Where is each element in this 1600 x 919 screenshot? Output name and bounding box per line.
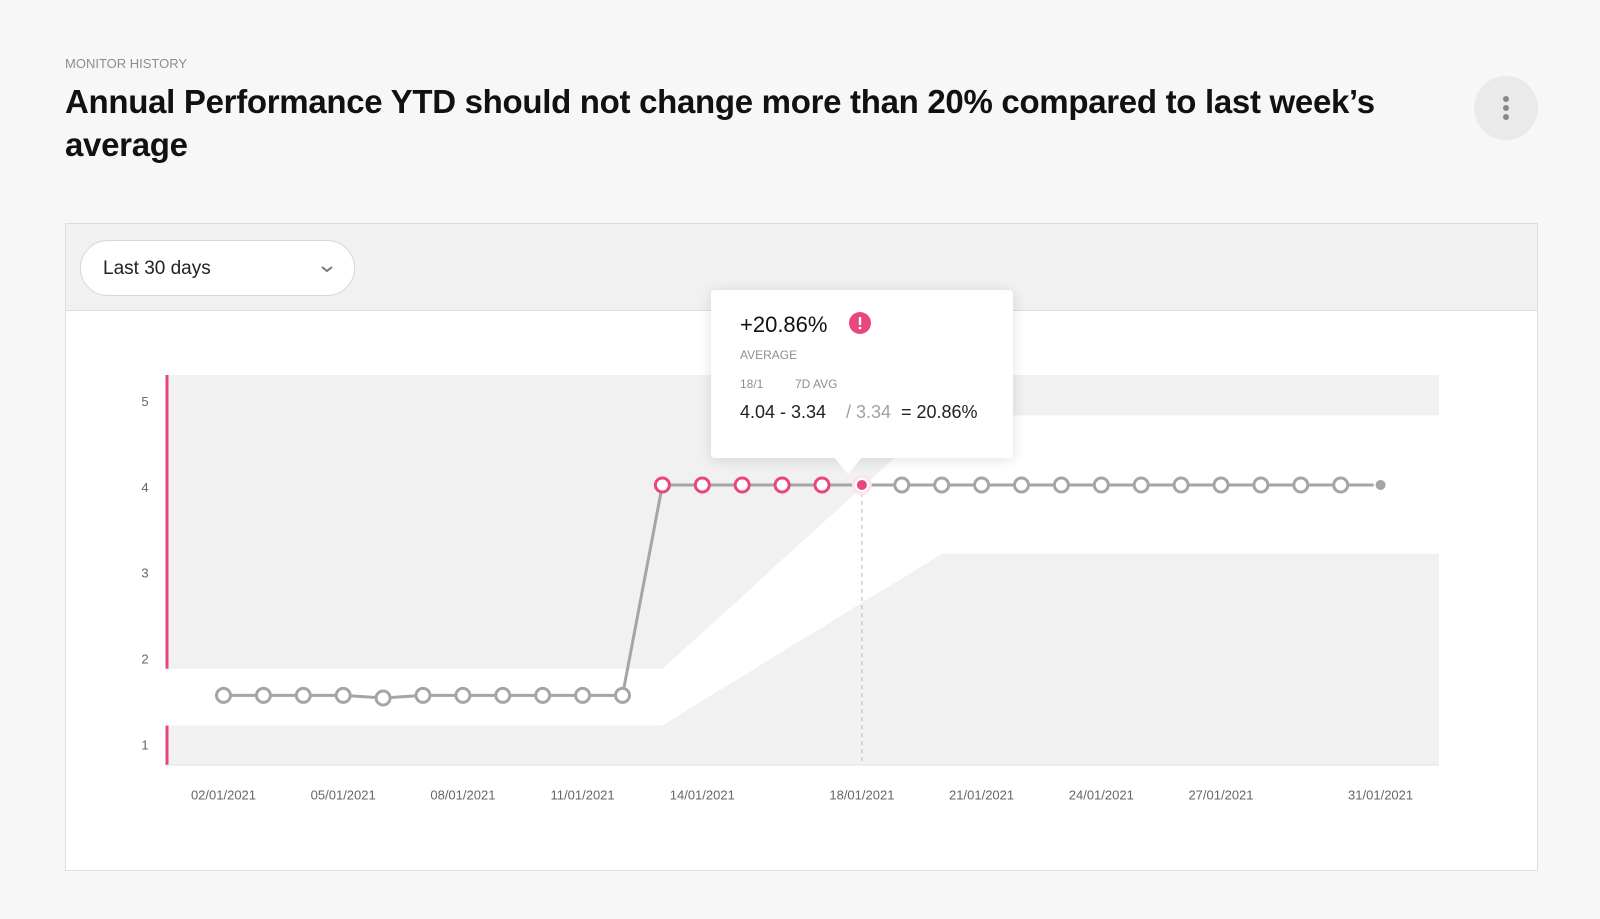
point <box>1013 476 1030 494</box>
title: Annual Performance YTD should not change… <box>65 83 1375 163</box>
y-tick-label: 2 <box>141 652 148 667</box>
x-tick-label: 05/01/2021 <box>311 787 376 802</box>
point <box>614 686 631 704</box>
point <box>254 686 272 704</box>
point <box>1052 476 1070 494</box>
x-tick-label: 31/01/2021 <box>1348 787 1413 802</box>
point <box>1292 476 1310 494</box>
tooltip-kind: AVERAGE <box>740 348 798 362</box>
menu-button[interactable] <box>1474 76 1538 140</box>
point <box>454 686 472 704</box>
point <box>1172 476 1190 494</box>
point <box>294 686 312 704</box>
point <box>534 686 552 704</box>
x-tick-label: 08/01/2021 <box>430 787 495 802</box>
y-tick-label: 1 <box>141 738 148 753</box>
point <box>215 686 232 704</box>
point <box>813 476 831 494</box>
tooltip-change: +20.86% <box>740 312 828 337</box>
x-tick-label: 21/01/2021 <box>949 787 1014 802</box>
point <box>653 476 671 494</box>
range-dropdown[interactable]: Last 30 days <box>80 240 355 296</box>
point <box>574 686 592 704</box>
tooltip-avg-label: 7D AVG <box>795 377 838 391</box>
point <box>733 476 751 494</box>
point <box>334 686 352 704</box>
tooltip-divisor: / 3.34 <box>846 402 892 422</box>
chevron <box>321 266 333 273</box>
point <box>1132 476 1150 494</box>
x-tick-label: 11/01/2021 <box>551 787 615 802</box>
tooltip-date: 18/1 <box>740 377 764 391</box>
y-tick-label: 3 <box>141 566 148 581</box>
point <box>1092 476 1110 494</box>
x-tick-label: 27/01/2021 <box>1188 787 1253 802</box>
tooltip-result: = 20.86% <box>901 402 978 422</box>
y-tick-label: 5 <box>141 394 148 409</box>
x-tick-label: 14/01/2021 <box>670 787 735 802</box>
point <box>854 477 869 492</box>
point <box>933 476 951 494</box>
x-tick-label: 24/01/2021 <box>1069 787 1134 802</box>
allowed-band <box>167 415 1439 726</box>
point <box>1373 477 1388 492</box>
eyebrow: MONITOR HISTORY <box>65 56 188 71</box>
menu-icon <box>1503 96 1509 120</box>
point <box>973 476 991 494</box>
point <box>893 476 911 494</box>
tooltip-pointer <box>833 456 863 474</box>
point <box>374 689 392 707</box>
point <box>1252 476 1270 494</box>
point <box>1332 476 1350 494</box>
x-tick-label: 18/01/2021 <box>829 787 894 802</box>
point <box>1212 476 1230 494</box>
x-tick-label: 02/01/2021 <box>191 787 256 802</box>
point <box>773 476 791 494</box>
tooltip: +20.86% AVERAGE 18/1 7D AVG 4.04 - 3.34 … <box>711 290 1013 458</box>
y-tick-label: 4 <box>141 480 148 495</box>
point <box>494 686 512 704</box>
dropdown-label: Last 30 days <box>103 258 211 279</box>
point <box>414 686 432 704</box>
alert-icon <box>849 312 871 334</box>
point <box>693 476 711 494</box>
tooltip-current: 4.04 - 3.34 <box>740 402 827 422</box>
